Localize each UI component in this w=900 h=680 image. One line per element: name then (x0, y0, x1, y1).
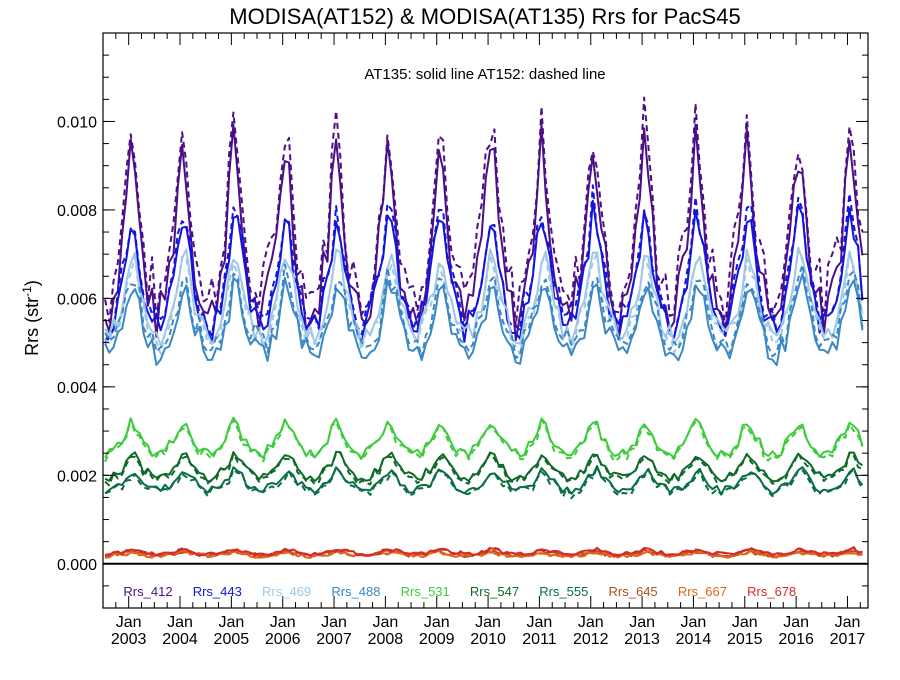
series-line-at152-rrs-412 (104, 96, 864, 333)
x-tick-label-month: Jan (629, 614, 655, 631)
x-tick-label-year: 2017 (830, 631, 866, 648)
series-line-at135-rrs-547 (104, 450, 863, 483)
chart-title: MODISA(AT152) & MODISA(AT135) Rrs for Pa… (229, 4, 740, 29)
legend-item-rrs-645: Rrs_645 (609, 584, 658, 599)
x-tick-label-month: Jan (270, 614, 296, 631)
y-tick-label: 0.008 (57, 203, 97, 220)
series-line-at152-rrs-443 (104, 184, 864, 342)
legend-item-rrs-488: Rrs_488 (331, 584, 380, 599)
x-tick-label-month: Jan (424, 614, 450, 631)
x-tick-label-year: 2015 (727, 631, 763, 648)
y-axis-label-close: ) (22, 280, 42, 286)
legend-item-rrs-443: Rrs_443 (193, 584, 242, 599)
x-tick-label-year: 2012 (573, 631, 609, 648)
y-axis-label-sup: -1 (20, 286, 34, 297)
x-tick-label-month: Jan (116, 614, 142, 631)
series-line-at135-rrs-531 (104, 416, 864, 460)
x-tick-label-month: Jan (835, 614, 861, 631)
x-tick-label-year: 2013 (624, 631, 660, 648)
y-tick-label: 0.006 (57, 291, 97, 308)
series-line-at135-rrs-412 (104, 123, 864, 342)
series-line-at135-rrs-488 (104, 272, 864, 367)
y-axis-label-main: Rrs (str (22, 297, 42, 356)
x-tick-label-month: Jan (372, 614, 398, 631)
x-tick-label-month: Jan (527, 614, 553, 631)
series-lines (104, 96, 864, 560)
series-line-at152-rrs-678 (105, 546, 863, 557)
series-line-at152-rrs-531 (104, 417, 864, 463)
x-tick-label-month: Jan (475, 614, 501, 631)
x-tick-label-month: Jan (732, 614, 758, 631)
x-tick-label-year: 2010 (470, 631, 506, 648)
series-line-at152-rrs-555 (104, 465, 864, 500)
legend-item-rrs-547: Rrs_547 (470, 584, 519, 599)
chart-annotation: AT135: solid line AT152: dashed line (364, 66, 605, 83)
x-tick-label-year: 2008 (368, 631, 404, 648)
x-tick-label-year: 2011 (522, 631, 557, 648)
x-tick-label-year: 2014 (676, 631, 712, 648)
legend-item-rrs-555: Rrs_555 (539, 584, 588, 599)
x-tick-label-year: 2004 (162, 631, 198, 648)
x-tick-label-year: 2016 (778, 631, 814, 648)
legend-item-rrs-531: Rrs_531 (401, 584, 450, 599)
x-tick-label-month: Jan (578, 614, 604, 631)
y-tick-label: 0.004 (57, 380, 97, 397)
axes-layer: 0.0000.0020.0040.0060.0080.010Jan2003Jan… (57, 32, 869, 648)
y-tick-label: 0.010 (57, 114, 97, 131)
x-tick-label-month: Jan (218, 614, 244, 631)
series-line-at152-rrs-547 (104, 451, 863, 487)
x-tick-label-month: Jan (783, 614, 809, 631)
series-line-at152-rrs-469 (104, 248, 864, 355)
x-tick-label-month: Jan (167, 614, 193, 631)
y-axis-label-group: Rrs (str-1) (20, 280, 42, 356)
x-tick-label-year: 2006 (265, 631, 301, 648)
x-tick-label-year: 2005 (214, 631, 250, 648)
x-tick-label-month: Jan (681, 614, 707, 631)
legend-item-rrs-667: Rrs_667 (678, 584, 727, 599)
y-tick-label: 0.000 (57, 557, 97, 574)
y-axis-label: Rrs (str-1) (20, 280, 42, 356)
legend-item-rrs-678: Rrs_678 (747, 584, 796, 599)
x-tick-label-month: Jan (321, 614, 347, 631)
x-tick-label-year: 2009 (419, 631, 455, 648)
legend-item-rrs-412: Rrs_412 (123, 584, 172, 599)
legend: Rrs_412 Rrs_443 Rrs_469 Rrs_488 Rrs_531 Rrs_5… (123, 584, 796, 599)
legend-item-rrs-469: Rrs_469 (262, 584, 311, 599)
plot-layer (104, 96, 864, 560)
x-tick-label-year: 2003 (111, 631, 147, 648)
x-tick-label-year: 2007 (316, 631, 352, 648)
y-tick-label: 0.002 (57, 468, 97, 485)
series-line-at152-rrs-488 (104, 263, 864, 359)
